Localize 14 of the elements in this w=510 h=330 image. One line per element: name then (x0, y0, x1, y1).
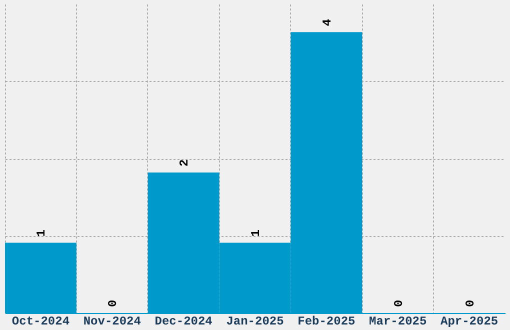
data-label: 0 (392, 300, 406, 307)
x-tick-label: Jan-2025 (226, 314, 284, 328)
x-tick-label: Oct-2024 (12, 314, 70, 328)
data-label: 1 (249, 230, 263, 237)
x-tick-label: Nov-2024 (83, 314, 141, 328)
data-label: 0 (106, 300, 120, 307)
data-label: 2 (178, 159, 192, 167)
x-tick-label: Feb-2025 (298, 314, 356, 328)
x-tick-label: Dec-2024 (154, 314, 212, 328)
data-label: 4 (320, 18, 334, 26)
data-label: 1 (34, 230, 49, 237)
x-tick-label: Apr-2025 (440, 314, 498, 328)
x-tick-label: Mar-2025 (369, 314, 427, 328)
data-label: 0 (463, 300, 478, 307)
